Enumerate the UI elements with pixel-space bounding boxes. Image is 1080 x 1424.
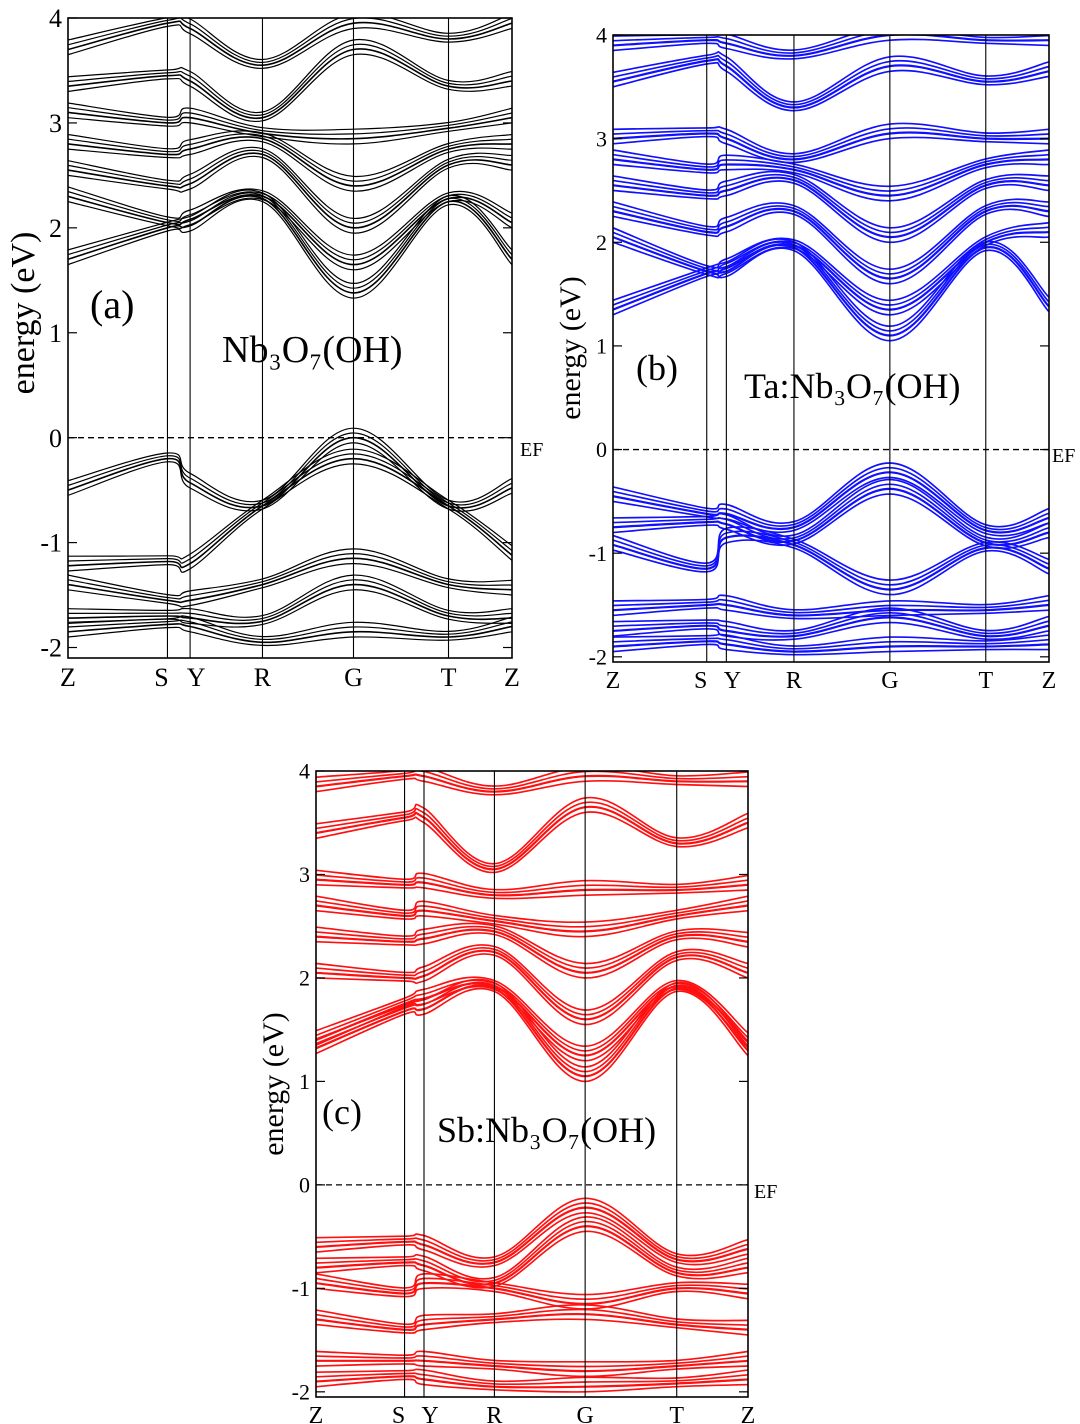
x-tick-label-c-g-4: G	[576, 1403, 593, 1424]
x-tick-label-c-t-5: T	[669, 1403, 684, 1424]
x-tick-label-b-r-3: R	[786, 668, 802, 694]
y-tick-label-c-2: 2	[299, 966, 310, 991]
y-tick-label-a-3: 3	[49, 109, 62, 138]
y-tick-label-a--1: -1	[40, 529, 62, 558]
band-a-vb1	[68, 436, 512, 509]
x-tick-label-b-y-2: Y	[724, 668, 741, 694]
bands-c	[316, 771, 748, 1393]
y-tick-label-c-4: 4	[299, 759, 310, 784]
axes-frame-c	[315, 770, 749, 1398]
y-tick-label-c--2: -2	[292, 1380, 310, 1405]
band-b-vb3-3	[613, 526, 1049, 581]
x-tick-label-b-z-6: Z	[1042, 668, 1057, 694]
y-tick-label-b--2: -2	[589, 645, 607, 670]
kpoint-lines-c	[404, 771, 678, 1397]
y-tick-label-a-2: 2	[49, 214, 62, 243]
band-a-cb6-3	[68, 38, 512, 114]
band-c-cb1-2	[316, 987, 748, 1083]
x-tick-label-a-g-4: G	[344, 663, 363, 692]
band-a-vb3	[68, 557, 512, 604]
band-a-cb1-1	[68, 192, 512, 289]
band-c-cb7-3	[316, 796, 748, 865]
band-b-vb3	[613, 534, 1049, 591]
x-tick-label-b-s-1: S	[694, 668, 707, 694]
fermi-label-b: EF	[1052, 445, 1075, 467]
y-tick-label-a--2: -2	[40, 634, 62, 663]
y-ticks-b: -2 -1 0 1 2 3 4	[589, 23, 1049, 670]
y-tick-label-c-1: 1	[299, 1069, 310, 1094]
y-tick-label-b-4: 4	[596, 23, 607, 48]
x-tick-label-a-r-3: R	[254, 663, 272, 692]
compound-label-c: Sb:Nb₃O₇(OH)	[437, 1110, 656, 1150]
fermi-label-a: EF	[520, 439, 543, 461]
band-a-vb3-2	[68, 563, 512, 608]
x-tick-label-a-z-6: Z	[504, 663, 520, 692]
bands-b	[613, 35, 1049, 656]
panel-tag-c: (c)	[322, 1092, 362, 1132]
x-tick-label-a-s-1: S	[154, 663, 168, 692]
panel-tag-a: (a)	[90, 282, 134, 327]
y-tick-label-c-0: 0	[299, 1173, 310, 1198]
x-tick-label-b-g-4: G	[881, 668, 898, 694]
x-tick-label-c-r-3: R	[486, 1403, 502, 1424]
band-c-cb2	[316, 982, 748, 1057]
y-axis-label-a: energy (eV)	[5, 232, 42, 395]
axes-frame-b	[612, 34, 1050, 663]
kpoint-lines-b	[706, 35, 987, 662]
x-tick-label-a-t-5: T	[441, 663, 457, 692]
y-tick-label-b-3: 3	[596, 126, 607, 151]
y-tick-label-b--1: -1	[589, 541, 607, 566]
band-a-vb1-3	[68, 427, 512, 503]
y-axis-label-b: energy (eV)	[554, 276, 587, 420]
band-c-cb4	[316, 928, 748, 974]
y-tick-label-c-3: 3	[299, 862, 310, 887]
band-a-vb2	[68, 457, 512, 569]
x-tick-label-a-z-0: Z	[60, 663, 76, 692]
axes-frame-a	[67, 17, 513, 659]
band-a-cb6-2	[68, 53, 512, 123]
band-c-vb2-3	[316, 1216, 748, 1280]
band-c-vb1-3	[316, 1197, 748, 1259]
y-axis-label-c: energy (eV)	[257, 1012, 290, 1156]
y-tick-label-a-1: 1	[49, 319, 62, 348]
band-c-vb4-3	[316, 1304, 748, 1326]
y-tick-label-c--1: -1	[292, 1276, 310, 1301]
fermi-label-c: EF	[754, 1181, 777, 1203]
band-a-cb5-2	[68, 117, 512, 145]
x-tick-label-b-z-0: Z	[606, 668, 621, 694]
kpoint-lines-a	[166, 18, 450, 658]
y-tick-label-a-0: 0	[49, 424, 62, 453]
x-tick-label-a-y-2: Y	[187, 663, 206, 692]
band-a-vb1-1	[68, 432, 512, 506]
x-tick-label-c-y-2: Y	[421, 1403, 438, 1424]
y-ticks-a: -2 -1 0 1 2 3 4	[40, 4, 512, 663]
x-tick-label-c-z-0: Z	[309, 1403, 324, 1424]
y-tick-label-a-4: 4	[49, 4, 62, 33]
band-c-vb6-3	[316, 1368, 748, 1383]
band-a-cb1	[68, 195, 512, 294]
band-a-vb3-1	[68, 553, 512, 600]
x-tick-label-b-t-5: T	[978, 668, 993, 694]
panel-tag-b: (b)	[636, 348, 678, 388]
band-c-cb4-1	[316, 925, 748, 969]
band-c-cb7-1	[316, 801, 748, 868]
x-tick-label-c-z-6: Z	[741, 1403, 756, 1424]
x-tick-label-c-s-1: S	[392, 1403, 405, 1424]
y-tick-label-b-2: 2	[596, 230, 607, 255]
compound-label-b: Ta:Nb₃O₇(OH)	[744, 366, 961, 406]
y-tick-label-b-0: 0	[596, 437, 607, 462]
y-ticks-c: -2 -1 0 1 2 3 4	[292, 759, 748, 1405]
band-b-cb7	[613, 58, 1049, 109]
band-a-cb1-3	[68, 189, 512, 285]
y-tick-label-b-1: 1	[596, 334, 607, 359]
compound-label-a: Nb₃O₇(OH)	[222, 329, 403, 371]
